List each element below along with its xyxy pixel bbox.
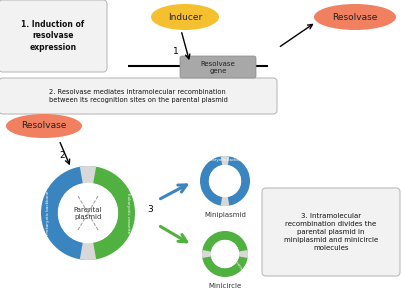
Wedge shape <box>88 166 135 260</box>
Text: 2: 2 <box>59 151 65 159</box>
Ellipse shape <box>151 4 219 30</box>
Text: 3. Intramolecular
recombination divides the
parental plasmid in
miniplasmid and : 3. Intramolecular recombination divides … <box>284 213 378 251</box>
Text: Miniplasmid: Miniplasmid <box>204 212 246 218</box>
Wedge shape <box>200 156 250 206</box>
Text: Resolvase
gene: Resolvase gene <box>200 61 235 73</box>
FancyBboxPatch shape <box>0 0 107 72</box>
Text: Parental
plasmid: Parental plasmid <box>74 206 102 219</box>
Wedge shape <box>41 166 88 260</box>
Ellipse shape <box>6 114 82 138</box>
Wedge shape <box>80 166 96 184</box>
Text: Minicircle: Minicircle <box>209 283 242 289</box>
Text: Prokaryotic backbone: Prokaryotic backbone <box>46 191 50 235</box>
Wedge shape <box>202 231 248 277</box>
Text: 1: 1 <box>173 48 179 56</box>
Wedge shape <box>239 250 248 258</box>
Text: 3: 3 <box>147 206 153 214</box>
Text: Resolvase: Resolvase <box>21 121 67 130</box>
Circle shape <box>59 184 117 242</box>
Text: Resolvase: Resolvase <box>332 12 378 21</box>
Text: 1. Induction of
resolvase
expression: 1. Induction of resolvase expression <box>21 20 85 52</box>
FancyBboxPatch shape <box>0 78 277 114</box>
Text: Eukaryotic cassette: Eukaryotic cassette <box>223 242 247 276</box>
Wedge shape <box>221 197 229 206</box>
Text: Inducer: Inducer <box>168 12 202 21</box>
Text: 2. Resolvase mediates intramolecular recombination
between its recognition sites: 2. Resolvase mediates intramolecular rec… <box>49 89 227 103</box>
Ellipse shape <box>314 4 396 30</box>
Text: Eukaryotic cassette: Eukaryotic cassette <box>126 193 130 233</box>
FancyBboxPatch shape <box>262 188 400 276</box>
Wedge shape <box>221 156 229 165</box>
Wedge shape <box>80 243 96 260</box>
Circle shape <box>209 165 241 197</box>
Circle shape <box>211 241 239 268</box>
Wedge shape <box>202 250 211 258</box>
FancyBboxPatch shape <box>180 56 256 78</box>
Text: Prokaryotic backbone: Prokaryotic backbone <box>204 158 246 162</box>
